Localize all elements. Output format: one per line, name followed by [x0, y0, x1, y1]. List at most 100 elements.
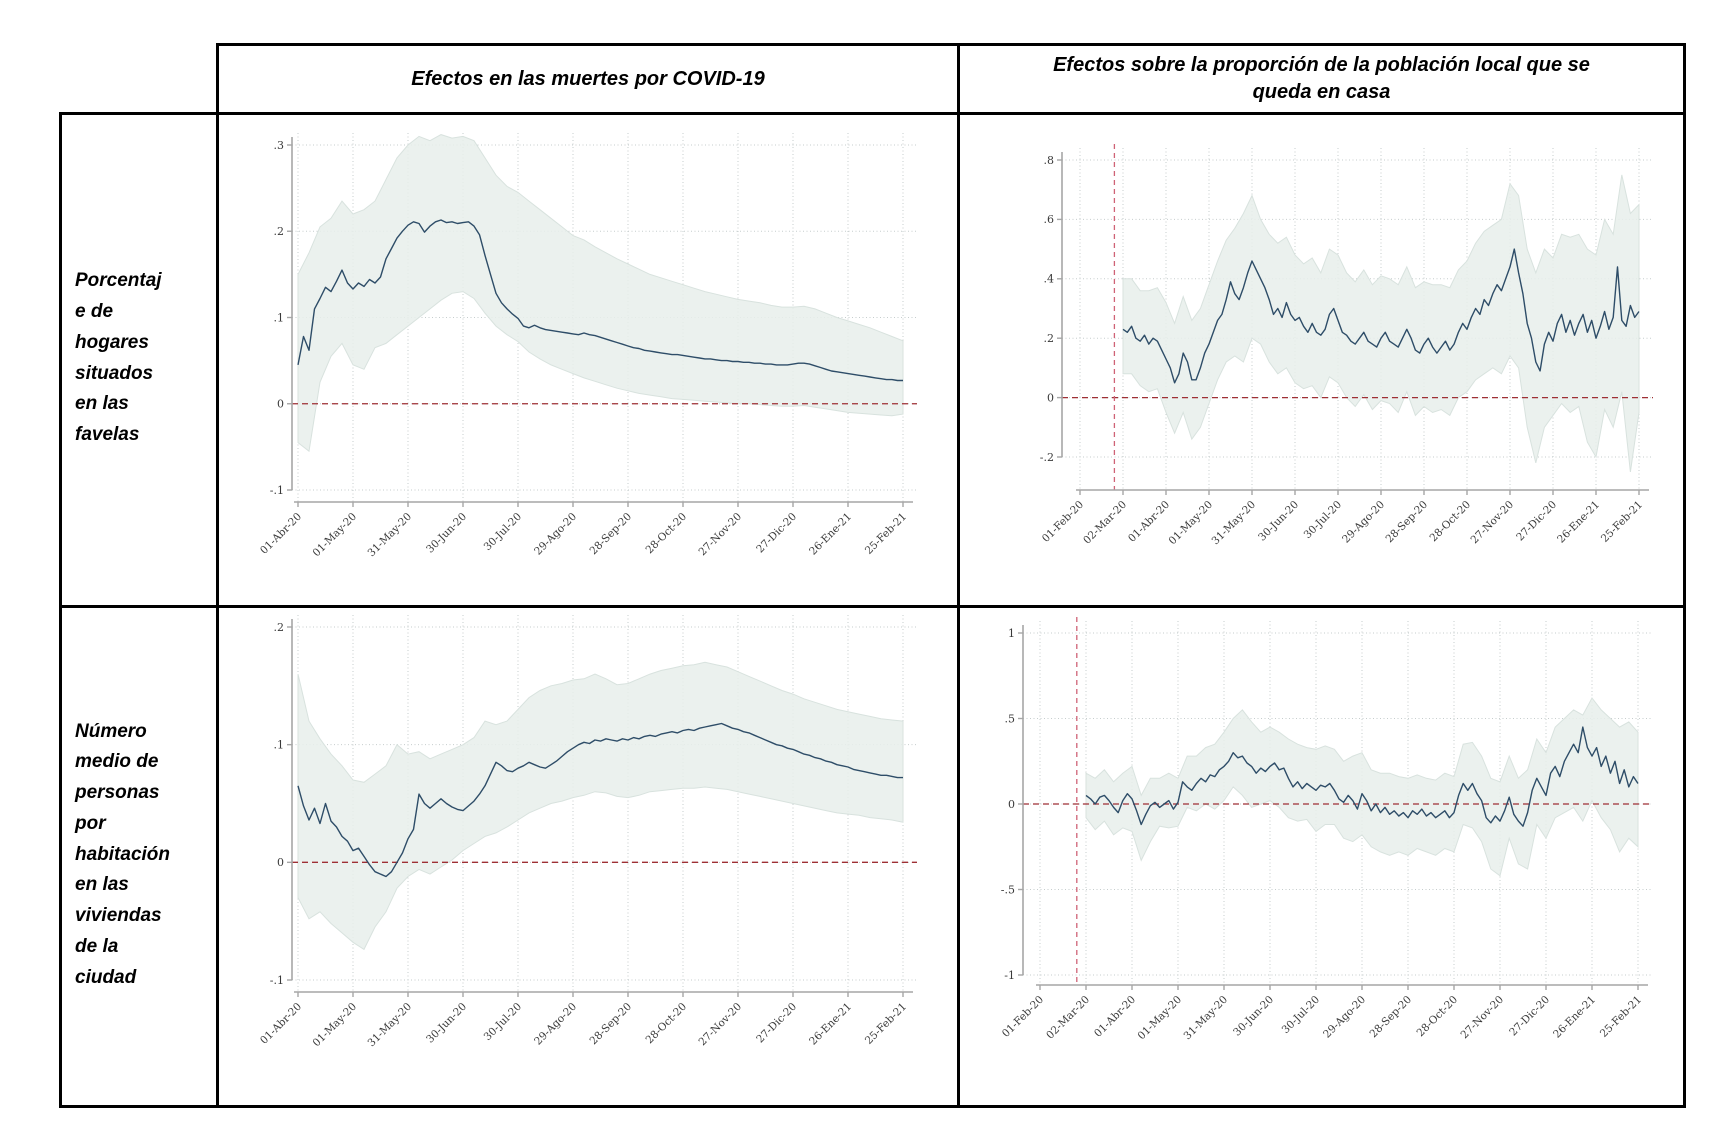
row-header-density-label: Número medio de personas por habitación …	[75, 720, 171, 988]
y-tick-label: -1	[1004, 969, 1015, 982]
line-group	[297, 219, 903, 382]
confidence-band	[1085, 697, 1639, 877]
band-group	[1122, 174, 1640, 472]
band-group	[297, 134, 904, 453]
column-header-stayhome: Efectos sobre la proporción de la poblac…	[960, 46, 1683, 112]
x-tick-label: 26-Ene-21	[1555, 499, 1602, 546]
x-tick-label: 26-Ene-21	[1551, 994, 1598, 1041]
table-border-header-bottom	[59, 112, 1686, 115]
y-tick-label: .2	[274, 225, 285, 238]
x-tick-label: 31-May-20	[365, 1001, 414, 1050]
x-tick-label: 28-Sep-20	[1383, 499, 1430, 546]
effect-line	[1122, 248, 1640, 384]
x-tick-label: 30-Jun-20	[1256, 499, 1301, 544]
chart-deaths-favelas-svg: .3.2.10-.101-Abr-20 01-May-20 31-May-20 30-…	[258, 133, 917, 560]
x-tick-label: 25-Feb-21	[1598, 994, 1644, 1040]
table-border-right	[1683, 43, 1686, 1108]
x-tick-label: 28-Oct-20	[1427, 499, 1473, 545]
y-tick-label: -.1	[270, 484, 284, 497]
y-tick-label: .1	[274, 738, 285, 751]
x-tick-label: 28-Oct-20	[643, 1001, 689, 1047]
x-tick-label: 27-Dic-20	[754, 511, 799, 556]
y-tick-label: 0	[277, 398, 284, 411]
x-tick-label: 29-Ago-20	[1340, 499, 1387, 546]
x-tick-label: 01-Abr-20	[258, 511, 304, 557]
y-tick-label: 0	[277, 856, 284, 869]
effect-line	[297, 219, 903, 382]
x-tick-label: 29-Ago-20	[532, 511, 579, 558]
effect-line	[297, 722, 903, 878]
chart-stayhome-favelas-svg: .8 .6 .4 .2 0 -.2 01-Feb-2002-Mar-2001-Abr-200…	[1040, 144, 1653, 548]
x-tick-label: 29-Ago-20	[1321, 994, 1368, 1041]
x-tick-label: 30-Jun-20	[424, 1001, 469, 1046]
x-tick-label: 28-Sep-20	[587, 511, 634, 558]
x-tick-label: 30-Jul-20	[482, 511, 525, 554]
x-tick-label: 01-May-20	[1135, 994, 1184, 1043]
column-header-deaths: Efectos en las muertes por COVID-19	[219, 46, 957, 112]
row-header-favelas: Porcentaj e de hogares situados en las f…	[62, 115, 226, 602]
chart-deaths-density: .2.1 0 -.1 01-Abr-20 01-May-20 31-May-20 30-Ju…	[219, 608, 954, 1102]
y-tick-label: 1	[1008, 627, 1015, 640]
x-tick-label: 27-Dic-20	[1507, 994, 1552, 1039]
line-group	[297, 722, 903, 878]
y-tick-label: -.5	[1001, 883, 1015, 896]
x-tick-label: 01-May-20	[310, 511, 359, 560]
x-tick-label: 28-Oct-20	[1414, 994, 1460, 1040]
x-tick-label: 31-May-20	[1209, 499, 1258, 548]
table-border-left	[59, 112, 62, 1108]
x-tick-label: 28-Sep-20	[1367, 994, 1414, 1041]
line-group	[1122, 248, 1640, 384]
confidence-band	[297, 134, 904, 453]
x-tick-label: 01-Feb-20	[1000, 994, 1046, 1040]
x-tick-label: 30-Jun-20	[424, 511, 469, 556]
y-tick-label: 0	[1008, 798, 1015, 811]
y-tick-label: -.2	[1040, 451, 1054, 464]
band-group	[297, 661, 904, 951]
x-tick-label: 26-Ene-21	[807, 511, 854, 558]
table-border-col2	[957, 43, 960, 1108]
x-tick-label: 27-Nov-20	[1459, 994, 1507, 1042]
effect-line	[1085, 726, 1639, 827]
line-group	[1085, 726, 1639, 827]
x-tick-label: 30-Jul-20	[1302, 499, 1345, 542]
y-tick-label: .6	[1044, 213, 1055, 226]
x-tick-label: 31-May-20	[365, 511, 414, 560]
chart-stayhome-density: 1 .5 0 -.5 -1 01-Feb-20 02-Mar-20 01-Abr-20 01-M…	[960, 608, 1680, 1102]
x-tick-label: 27-Dic-20	[754, 1001, 799, 1046]
chart-deaths-favelas: .3.2.1 0 -.1 01-Abr-20 01-May-20 31-May-20 30-…	[219, 115, 954, 602]
x-tick-label: 27-Nov-20	[1469, 499, 1517, 547]
x-tick-label: 02-Mar-20	[1081, 499, 1129, 547]
x-tick-label: 01-May-20	[1166, 499, 1215, 548]
row-header-favelas-label: Porcentaj e de hogares situados en las f…	[75, 270, 162, 446]
x-tick-label: 25-Feb-21	[1599, 499, 1645, 545]
x-tick-label: 01-May-20	[310, 1001, 359, 1050]
x-tick-label: 27-Dic-20	[1514, 499, 1559, 544]
x-tick-label: 01-Abr-20	[1092, 994, 1138, 1040]
chart-stayhome-favelas: .8 .6 .4 .2 0 -.2 01-Feb-20 02-Mar-20 01-Abr-20 0…	[960, 115, 1680, 602]
x-tick-label: 31-May-20	[1181, 994, 1230, 1043]
x-tick-label: 02-Mar-20	[1044, 994, 1092, 1042]
x-tick-label: 01-Feb-20	[1040, 499, 1086, 545]
y-tick-label: .4	[1044, 273, 1055, 286]
x-tick-label: 01-Abr-20	[1126, 499, 1172, 545]
x-tick-label: 27-Nov-20	[697, 511, 745, 559]
x-tick-label: 26-Ene-21	[807, 1001, 854, 1048]
table-border-col1	[216, 43, 219, 1108]
y-tick-label: .2	[1044, 332, 1055, 345]
y-tick-label: .3	[274, 139, 285, 152]
y-tick-label: .2	[274, 621, 285, 634]
y-tick-label: .8	[1044, 154, 1055, 167]
table-border-row-divider	[59, 605, 1686, 608]
y-tick-label: .1	[274, 311, 285, 324]
x-tick-label: 29-Ago-20	[532, 1001, 579, 1048]
column-header-deaths-label: Efectos en las muertes por COVID-19	[411, 67, 765, 90]
table-border-bottom	[59, 1105, 1686, 1108]
chart-deaths-density-svg: .2.10-.101-Abr-20 01-May-20 31-May-20 30-Ju…	[258, 615, 917, 1050]
x-tick-label: 30-Jul-20	[482, 1001, 525, 1044]
y-tick-label: 0	[1047, 391, 1054, 404]
row-header-density: Número medio de personas por habitación …	[62, 608, 226, 1102]
column-header-stayhome-label: Efectos sobre la proporción de la poblac…	[1053, 54, 1590, 103]
